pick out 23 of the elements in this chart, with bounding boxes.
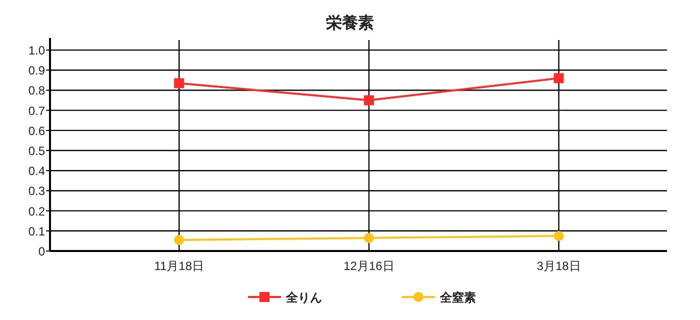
x-tick-label: 3月18日 xyxy=(536,259,581,273)
y-tick-label: 0.8 xyxy=(28,84,46,98)
point xyxy=(554,230,564,241)
point xyxy=(554,73,564,84)
y-tick-label: 0.3 xyxy=(28,184,46,198)
y-tick-label: 0.1 xyxy=(28,224,46,238)
y-tick-label: 0.2 xyxy=(28,204,46,218)
point xyxy=(364,232,374,243)
x-tick-label: 11月18日 xyxy=(154,259,204,273)
y-tick-label: 0 xyxy=(38,244,46,258)
chart-title: 栄養素 xyxy=(326,14,374,32)
y-tick-label: 0.6 xyxy=(28,124,46,138)
legend-label: 全窒素 xyxy=(439,290,476,304)
x-tick-label: 12月16日 xyxy=(344,259,394,273)
y-tick-label: 0.7 xyxy=(28,104,46,118)
y-tick-label: 0.5 xyxy=(28,144,46,158)
y-tick-label: 1.0 xyxy=(28,44,46,58)
point xyxy=(364,95,374,106)
y-tick-label: 0.4 xyxy=(28,164,46,178)
legend-label: 全りん xyxy=(285,290,322,304)
point xyxy=(174,234,184,245)
y-tick-label: 0.9 xyxy=(28,64,46,78)
point xyxy=(174,78,184,88)
